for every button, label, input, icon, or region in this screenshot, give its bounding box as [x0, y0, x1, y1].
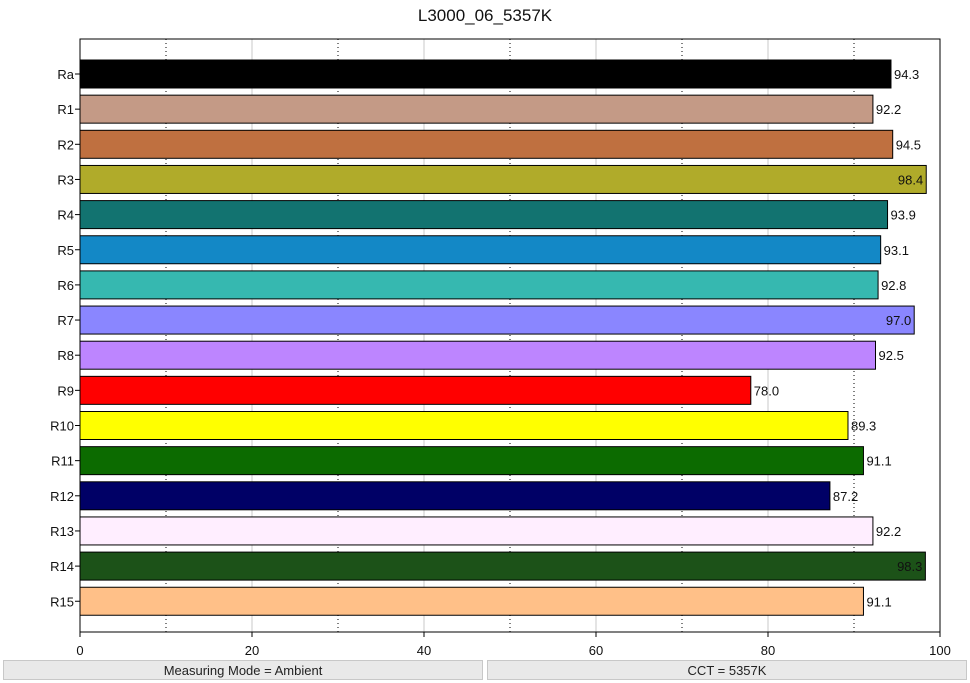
category-label: R15 — [50, 594, 74, 609]
value-label: 94.3 — [894, 67, 919, 82]
value-label: 92.8 — [881, 278, 906, 293]
value-label: 89.3 — [851, 419, 876, 434]
category-label: R4 — [57, 208, 74, 223]
category-label: R7 — [57, 313, 74, 328]
bar — [79, 59, 892, 89]
value-label: 92.2 — [876, 102, 901, 117]
value-label: 97.0 — [886, 313, 911, 328]
bar — [79, 551, 926, 581]
category-label: R14 — [50, 559, 74, 574]
category-label: Ra — [57, 67, 74, 82]
bar — [79, 270, 879, 300]
value-label: 92.2 — [876, 524, 901, 539]
grid-layer — [75, 39, 941, 637]
category-label: R2 — [57, 137, 74, 152]
bar — [79, 340, 876, 370]
chart-title: L3000_06_5357K — [417, 6, 553, 25]
bar — [79, 235, 882, 265]
category-label: R11 — [51, 454, 74, 469]
value-label: 93.9 — [891, 208, 916, 223]
value-label: 78.0 — [754, 383, 779, 398]
value-label: 91.1 — [866, 454, 891, 469]
x-tick-label: 40 — [417, 643, 431, 658]
category-label: R3 — [57, 172, 74, 187]
x-tick-label: 20 — [245, 643, 259, 658]
label-layer: 0 20 40 60 80 100 Ra 94.3 R1 92.2 R2 94.5 R3 98.4 R4 93… — [50, 67, 951, 658]
category-label: R9 — [57, 383, 74, 398]
value-label: 92.5 — [879, 348, 904, 363]
category-label: R13 — [50, 524, 74, 539]
bar-layer — [79, 59, 927, 616]
bar — [79, 200, 889, 230]
bar — [79, 446, 864, 476]
bar — [79, 94, 874, 124]
plot-area-frame — [79, 38, 941, 633]
category-label: R8 — [57, 348, 74, 363]
x-tick-label: 60 — [589, 643, 603, 658]
x-tick-label: 100 — [929, 643, 951, 658]
bar — [79, 164, 927, 194]
value-label: 93.1 — [884, 243, 909, 258]
bar — [79, 305, 915, 335]
category-label: R6 — [57, 278, 74, 293]
value-label: 98.4 — [898, 172, 923, 187]
bar-chart: 0 20 40 60 80 100 Ra 94.3 R1 92.2 R2 94.5 R3 98.4 R4 93… — [50, 38, 951, 658]
status-measuring-mode: Measuring Mode = Ambient — [3, 660, 483, 680]
value-label: 87.2 — [833, 489, 858, 504]
bar — [79, 375, 752, 405]
bar — [79, 586, 864, 616]
x-tick-label: 80 — [761, 643, 775, 658]
bar — [79, 411, 849, 440]
category-label: R5 — [57, 243, 74, 258]
category-label: R12 — [50, 489, 74, 504]
category-label: R1 — [57, 102, 74, 117]
bar — [79, 129, 894, 159]
category-label: R10 — [50, 419, 74, 434]
x-tick-label: 0 — [76, 643, 83, 658]
value-label: 94.5 — [896, 137, 921, 152]
value-label: 98.3 — [897, 559, 922, 574]
bar — [79, 481, 831, 511]
value-label: 91.1 — [866, 594, 891, 609]
bar — [79, 516, 874, 546]
status-cct: CCT = 5357K — [487, 660, 967, 680]
